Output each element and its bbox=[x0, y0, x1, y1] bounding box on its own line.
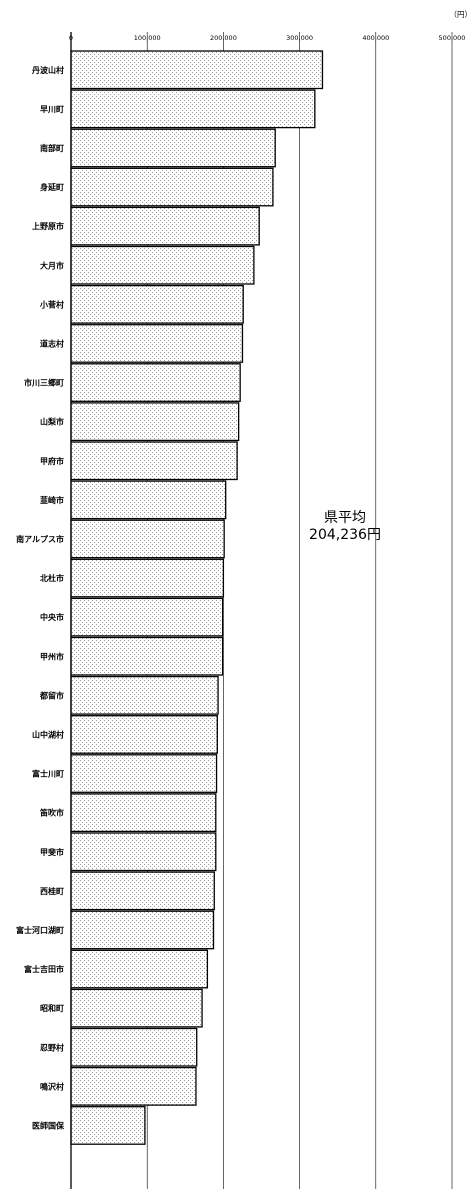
category-label: 韮崎市 bbox=[40, 495, 64, 505]
bar bbox=[70, 754, 218, 793]
bar bbox=[70, 441, 238, 481]
category-label: 上野原市 bbox=[32, 221, 64, 231]
category-label: 富士吉田市 bbox=[24, 964, 64, 974]
category-label: 笛吹市 bbox=[39, 808, 64, 818]
category-label: 北杜市 bbox=[40, 573, 64, 583]
average-value: 204,236円 bbox=[309, 527, 381, 543]
category-label: 市川三郷町 bbox=[24, 378, 64, 388]
x-tick-label: 400,000 bbox=[362, 34, 389, 42]
bar bbox=[70, 519, 225, 559]
category-label: 丹波山村 bbox=[31, 65, 64, 75]
category-label: 大月市 bbox=[40, 260, 64, 270]
category-label: 山中湖村 bbox=[32, 729, 64, 739]
bars bbox=[70, 50, 324, 1145]
bar bbox=[70, 89, 316, 129]
bar bbox=[70, 402, 240, 442]
category-label: 西桂町 bbox=[40, 886, 64, 896]
bar bbox=[70, 910, 215, 950]
category-label: 富士川町 bbox=[32, 769, 64, 779]
category-label: 早川町 bbox=[40, 105, 64, 114]
bar bbox=[70, 636, 224, 676]
bar bbox=[70, 597, 224, 637]
bar bbox=[70, 1106, 146, 1145]
bar bbox=[70, 167, 274, 207]
x-tick-label: 100,000 bbox=[134, 34, 161, 42]
category-label: 甲府市 bbox=[40, 456, 64, 466]
average-label: 県平均 bbox=[324, 510, 366, 526]
bar bbox=[70, 245, 255, 285]
bar bbox=[70, 363, 241, 402]
bar bbox=[70, 949, 209, 989]
category-label: 甲斐市 bbox=[40, 847, 64, 857]
x-tick-label: 500,000 bbox=[439, 34, 466, 42]
category-label: 医師国保 bbox=[32, 1120, 65, 1130]
average-annotation: 県平均 204,236円 bbox=[309, 510, 381, 543]
category-label: 道志村 bbox=[40, 338, 64, 348]
bar bbox=[70, 1027, 198, 1067]
bar bbox=[70, 793, 217, 833]
bar bbox=[70, 480, 227, 520]
category-label: 忍野村 bbox=[40, 1042, 64, 1052]
category-label: 身延町 bbox=[40, 182, 64, 192]
bar bbox=[70, 1066, 197, 1106]
bar bbox=[70, 128, 276, 168]
bar bbox=[70, 206, 260, 246]
category-label: 南アルプス市 bbox=[16, 534, 64, 544]
category-label: 小菅村 bbox=[39, 299, 64, 309]
bar bbox=[70, 715, 218, 754]
category-label: 甲州市 bbox=[40, 651, 64, 661]
x-tick-label: 200,000 bbox=[210, 34, 237, 42]
unit-label: （円） bbox=[450, 10, 473, 19]
bar bbox=[70, 871, 215, 911]
category-label: 都留市 bbox=[39, 690, 64, 700]
category-label: 南部町 bbox=[40, 143, 64, 153]
category-labels: 丹波山村早川町南部町身延町上野原市大月市小菅村道志村市川三郷町山梨市甲府市韮崎市… bbox=[16, 65, 65, 1131]
bar bbox=[70, 324, 244, 363]
bar bbox=[70, 988, 203, 1028]
category-label: 昭和町 bbox=[40, 1003, 64, 1013]
bar bbox=[70, 284, 244, 324]
bar bbox=[70, 558, 225, 598]
category-label: 山梨市 bbox=[40, 417, 64, 427]
bar bbox=[70, 832, 217, 872]
category-label: 中央市 bbox=[40, 612, 64, 622]
bar bbox=[70, 50, 324, 90]
category-label: 鳴沢村 bbox=[40, 1081, 64, 1091]
x-tick-label: 300,000 bbox=[286, 34, 313, 42]
category-label: 富士河口湖町 bbox=[16, 925, 64, 935]
bar bbox=[70, 675, 219, 715]
